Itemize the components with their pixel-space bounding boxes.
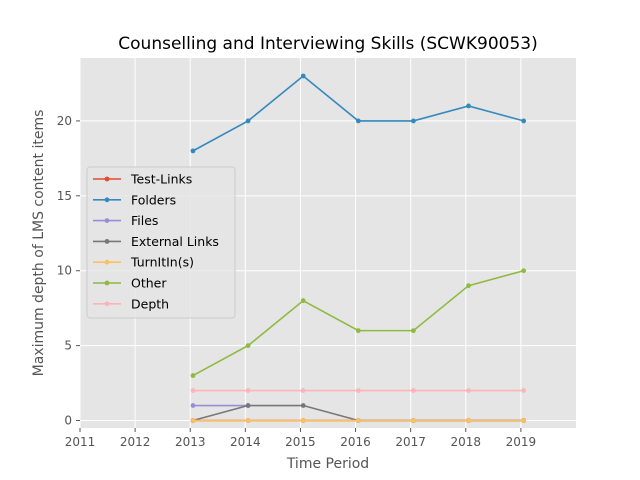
data-point: [190, 148, 196, 154]
data-point: [466, 103, 471, 109]
series-other: [190, 268, 527, 378]
data-point: [190, 403, 196, 408]
data-point: [190, 418, 196, 423]
legend-label: Test-Links: [130, 172, 192, 187]
legend-label: Depth: [131, 296, 169, 311]
data-point: [300, 298, 306, 304]
data-point: [245, 118, 251, 124]
x-tick-label: 2019: [506, 435, 537, 449]
legend-item: Other: [93, 276, 167, 291]
legend-label: TurnItIn(s): [130, 255, 194, 270]
chart-title: Counselling and Interviewing Skills (SCW…: [118, 34, 537, 54]
legend-label: External Links: [131, 234, 219, 249]
legend: Test-Links Folders Files External Links Turn…: [86, 166, 236, 319]
data-point: [190, 373, 196, 378]
data-point: [411, 328, 416, 334]
data-point: [300, 73, 306, 79]
x-tick-label: 2014: [230, 435, 261, 449]
legend-item: Files: [93, 213, 158, 228]
series-folders: [190, 73, 527, 154]
x-tick-label: 2016: [340, 435, 371, 449]
data-point: [300, 403, 306, 408]
data-point: [300, 418, 306, 423]
legend-marker: [104, 280, 110, 286]
legend-label: Files: [131, 213, 158, 228]
data-point: [521, 268, 527, 274]
data-point: [355, 328, 361, 334]
data-point: [355, 388, 361, 393]
legend-item: External Links: [93, 234, 219, 249]
data-point: [466, 283, 471, 289]
legend-marker: [104, 197, 110, 203]
x-tick-labels: 2011 2012 2013 2014 2015 2016 2017 2018 2019: [65, 428, 536, 449]
data-point: [411, 418, 416, 423]
y-tick-label: 20: [57, 114, 72, 128]
x-tick-label: 2017: [395, 435, 426, 449]
legend-label: Other: [131, 276, 167, 291]
legend-marker: [104, 239, 110, 244]
legend-marker: [104, 301, 110, 307]
data-point: [355, 118, 361, 124]
legend-marker: [104, 176, 110, 182]
legend-marker: [104, 259, 110, 265]
x-tick-label: 2012: [120, 435, 151, 449]
data-point: [521, 388, 527, 393]
y-tick-labels: 0 5 10 15 20: [57, 114, 80, 428]
legend-marker: [104, 218, 110, 224]
legend-item: Depth: [93, 296, 169, 311]
data-point: [245, 403, 251, 408]
series-layer: [190, 73, 527, 423]
y-tick-label: 5: [64, 339, 72, 353]
data-point: [411, 388, 416, 393]
data-point: [245, 388, 251, 393]
legend-item: TurnItIn(s): [93, 255, 194, 270]
legend-frame: [86, 166, 236, 319]
data-point: [355, 418, 361, 423]
y-axis-label: Maximum depth of LMS content items: [31, 110, 47, 377]
legend-item: Test-Links: [93, 172, 192, 187]
x-axis-label: Time Period: [286, 456, 369, 472]
data-point: [521, 418, 527, 423]
data-point: [245, 418, 251, 423]
data-point: [521, 118, 527, 124]
x-tick-label: 2015: [285, 435, 316, 449]
data-point: [466, 388, 471, 393]
x-tick-label: 2013: [175, 435, 206, 449]
x-tick-label: 2018: [451, 435, 482, 449]
series-turnitin-s-: [190, 418, 527, 423]
y-tick-label: 0: [64, 414, 72, 428]
legend-label: Folders: [131, 192, 176, 207]
legend-item: Folders: [93, 192, 176, 207]
data-point: [245, 343, 251, 349]
data-point: [300, 388, 306, 393]
y-tick-label: 10: [57, 264, 72, 278]
x-tick-label: 2011: [65, 435, 96, 449]
data-point: [190, 388, 196, 393]
series-depth: [190, 388, 527, 393]
data-point: [466, 418, 471, 423]
data-point: [411, 118, 416, 124]
y-tick-label: 15: [57, 189, 72, 203]
